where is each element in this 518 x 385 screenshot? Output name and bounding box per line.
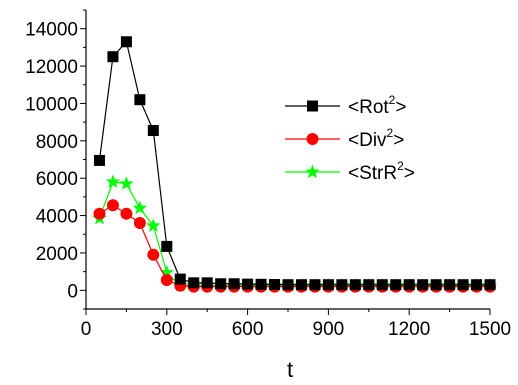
axes: 0 300 600 900 1200 1500 0 2000 4000 6000 8000 10000… bbox=[25, 9, 511, 382]
y-tick-label: 12000 bbox=[25, 57, 78, 78]
data-point bbox=[484, 279, 496, 291]
data-point bbox=[269, 279, 281, 291]
legend-entry: <Rot2> bbox=[285, 93, 406, 118]
legend-label: <Rot2> bbox=[348, 93, 406, 118]
legend-marker bbox=[306, 133, 319, 145]
series-line bbox=[98, 181, 490, 287]
x-tick-label: 1500 bbox=[469, 319, 511, 340]
data-point bbox=[430, 279, 442, 291]
data-point bbox=[363, 279, 375, 291]
x-tick-label: 300 bbox=[151, 319, 183, 340]
data-point bbox=[282, 279, 294, 291]
data-point bbox=[160, 274, 173, 287]
data-point bbox=[349, 279, 361, 291]
data-point bbox=[457, 279, 469, 291]
data-point bbox=[309, 279, 321, 291]
data-point bbox=[133, 217, 146, 230]
data-point bbox=[295, 279, 307, 291]
data-point bbox=[336, 279, 348, 291]
series-circle bbox=[93, 199, 496, 293]
data-point bbox=[106, 199, 119, 212]
data-point bbox=[161, 240, 173, 252]
data-point bbox=[188, 277, 200, 289]
data-point bbox=[134, 94, 146, 106]
data-point bbox=[242, 278, 254, 290]
data-point bbox=[93, 154, 105, 166]
series-line bbox=[99, 204, 490, 288]
data-point bbox=[255, 278, 267, 290]
data-point bbox=[201, 277, 213, 289]
legend-entry: <Div2> bbox=[285, 126, 404, 151]
data-point bbox=[322, 279, 334, 291]
data-point bbox=[376, 279, 388, 291]
data-point bbox=[107, 51, 119, 63]
y-tick-label: 4000 bbox=[36, 207, 78, 228]
data-point bbox=[147, 125, 159, 137]
data-point bbox=[146, 218, 161, 232]
legend-entry: <StrR2> bbox=[285, 159, 415, 184]
y-tick-label: 10000 bbox=[25, 94, 78, 115]
x-tick-label: 0 bbox=[81, 319, 92, 340]
data-point bbox=[403, 279, 415, 291]
data-point bbox=[417, 279, 429, 291]
data-point bbox=[471, 279, 483, 291]
data-point bbox=[390, 279, 402, 291]
y-tick-label: 14000 bbox=[25, 20, 78, 41]
x-axis-title: t bbox=[287, 357, 293, 382]
data-point bbox=[120, 207, 133, 220]
y-tick-label: 8000 bbox=[36, 132, 78, 153]
data-point bbox=[105, 174, 121, 188]
y-tick-label: 0 bbox=[67, 281, 78, 302]
legend: <Rot2> <Div2> <StrR2> bbox=[285, 93, 415, 184]
legend-marker bbox=[307, 100, 318, 112]
data-point bbox=[93, 207, 106, 220]
data-point bbox=[147, 248, 160, 261]
x-tick-label: 1200 bbox=[388, 319, 430, 340]
data-point bbox=[120, 36, 132, 48]
y-tick-label: 6000 bbox=[36, 169, 78, 190]
legend-label: <StrR2> bbox=[348, 159, 415, 184]
y-tick-label: 2000 bbox=[36, 244, 78, 265]
data-point bbox=[444, 279, 456, 291]
x-tick-label: 900 bbox=[313, 319, 345, 340]
data-point bbox=[174, 273, 186, 285]
series-line bbox=[98, 40, 490, 286]
data-point bbox=[119, 176, 134, 190]
x-tick-label: 600 bbox=[232, 319, 264, 340]
legend-label: <Div2> bbox=[348, 126, 404, 151]
legend-marker bbox=[305, 164, 320, 179]
data-point bbox=[132, 200, 147, 215]
series-star bbox=[92, 174, 498, 292]
data-point bbox=[228, 278, 240, 290]
data-point bbox=[215, 278, 227, 290]
data-point bbox=[159, 265, 174, 279]
series-square bbox=[93, 36, 496, 291]
series-layer bbox=[92, 36, 498, 293]
